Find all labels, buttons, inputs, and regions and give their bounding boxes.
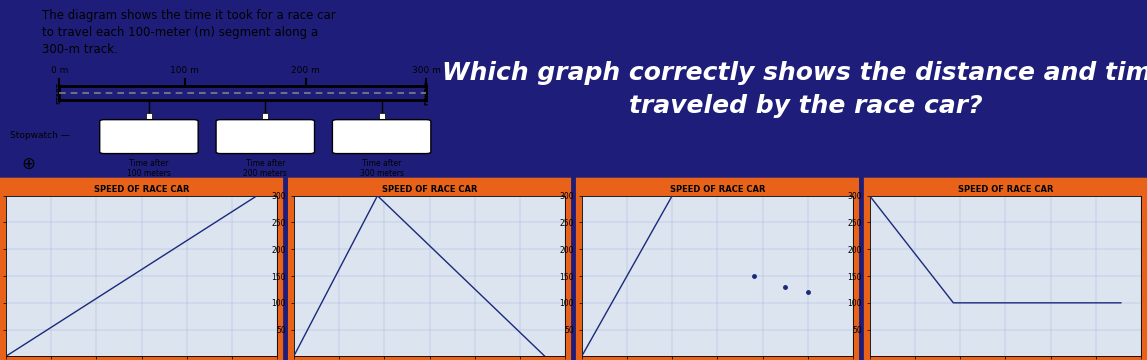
Text: Time after
300 meters: Time after 300 meters (360, 159, 404, 178)
Text: Which graph correctly shows the distance and time
traveled by the race car?: Which graph correctly shows the distance… (443, 60, 1147, 118)
Text: ⊕: ⊕ (21, 155, 36, 173)
Text: START: START (57, 82, 62, 104)
Text: 300 m: 300 m (412, 66, 440, 75)
Text: Time after
100 meters: Time after 100 meters (127, 159, 171, 178)
Text: Stopwatch —: Stopwatch — (10, 131, 70, 140)
Text: 100 m: 100 m (170, 66, 200, 75)
Title: SPEED OF RACE CAR: SPEED OF RACE CAR (382, 185, 477, 194)
FancyBboxPatch shape (100, 120, 198, 154)
Title: SPEED OF RACE CAR: SPEED OF RACE CAR (670, 185, 765, 194)
Text: The diagram shows the time it took for a race car
to travel each 100-meter (m) s: The diagram shows the time it took for a… (41, 9, 335, 56)
Text: 5.55
seconds: 5.55 seconds (358, 124, 406, 146)
Text: Time after
200 meters: Time after 200 meters (243, 159, 287, 178)
Text: 0 m: 0 m (50, 66, 68, 75)
Title: SPEED OF RACE CAR: SPEED OF RACE CAR (94, 185, 189, 194)
Text: FINISH: FINISH (424, 81, 429, 105)
FancyBboxPatch shape (333, 120, 431, 154)
Title: SPEED OF RACE CAR: SPEED OF RACE CAR (958, 185, 1053, 194)
Text: 1.85
seconds: 1.85 seconds (125, 124, 173, 146)
Text: 3.70
seconds: 3.70 seconds (241, 124, 289, 146)
Text: 200 m: 200 m (291, 66, 320, 75)
FancyBboxPatch shape (216, 120, 314, 154)
